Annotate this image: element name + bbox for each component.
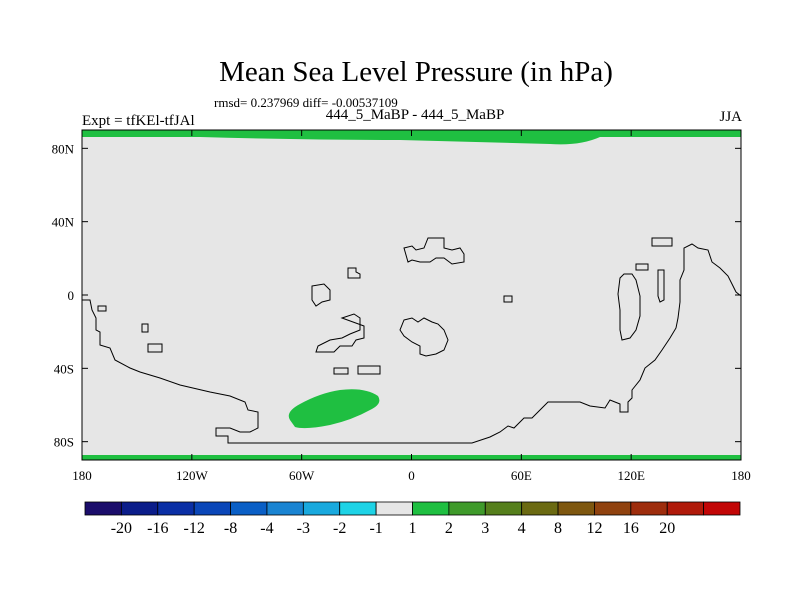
colorbar-swatch xyxy=(703,501,741,516)
americas-contour xyxy=(82,243,742,444)
pacific-island-1 xyxy=(97,305,107,312)
colorbar-label: 12 xyxy=(586,520,602,537)
colorbar-swatch xyxy=(302,501,341,516)
colorbar-swatch xyxy=(375,501,413,516)
colorbar-label: 4 xyxy=(518,520,526,537)
colorbar-label: -1 xyxy=(369,520,382,537)
colorbar-label: -8 xyxy=(224,520,237,537)
colorbar-label: -12 xyxy=(184,520,205,537)
east-fragment-3 xyxy=(635,263,649,271)
x-tick-label: 120E xyxy=(617,468,645,483)
x-tick-label: 60W xyxy=(289,468,315,483)
season-label: JJA xyxy=(719,109,742,125)
experiment-label: Expt = tfKEl-tfJAl xyxy=(82,113,195,129)
pacific-island-3 xyxy=(147,343,163,353)
map-title: Mean Sea Level Pressure (in hPa) xyxy=(219,56,613,88)
asia-fragment-2 xyxy=(399,317,449,357)
colorbar-swatch xyxy=(120,501,159,516)
colorbar-swatch xyxy=(193,501,231,516)
x-tick-label: 180 xyxy=(731,468,751,483)
map-plot-area xyxy=(81,129,742,461)
colorbar-label: -16 xyxy=(147,520,168,537)
colorbar-label: -2 xyxy=(333,520,346,537)
east-fragment-2 xyxy=(651,237,673,247)
y-axis: 80N 40N 0 40S 80S xyxy=(52,141,741,450)
colorbar-label: -20 xyxy=(111,520,132,537)
south-pacific-positive-anomaly xyxy=(288,389,380,429)
asia-fragment-1 xyxy=(403,237,465,265)
east-fragment-1 xyxy=(617,273,641,341)
x-tick-label: 60E xyxy=(511,468,532,483)
colorbar-swatch xyxy=(521,501,559,516)
stats-subtitle: rmsd= 0.237969 diff= -0.00537109 xyxy=(214,95,398,110)
colorbar-swatch xyxy=(630,501,668,516)
colorbar-swatch xyxy=(412,501,450,516)
x-tick-label: 180 xyxy=(72,468,92,483)
y-tick-label: 40N xyxy=(52,215,75,230)
y-tick-label: 40S xyxy=(54,361,74,376)
x-axis: 180 120W 60W 0 60E 120E 180 xyxy=(72,130,751,483)
colorbar-label: -4 xyxy=(260,520,273,537)
colorbar-label: -3 xyxy=(297,520,310,537)
colorbar-label: 16 xyxy=(623,520,639,537)
central-island-5 xyxy=(357,365,381,375)
colorbar-label: 20 xyxy=(659,520,675,537)
central-island-4 xyxy=(333,367,349,375)
colorbar-swatch xyxy=(557,501,595,516)
central-island-2 xyxy=(347,267,361,279)
y-tick-label: 80S xyxy=(54,435,74,450)
y-tick-label: 80N xyxy=(52,141,75,156)
x-tick-label: 120W xyxy=(176,468,209,483)
colorbar-swatch xyxy=(84,501,122,516)
case-label: 444_5_MaBP - 444_5_MaBP xyxy=(325,107,505,123)
pacific-island-2 xyxy=(141,323,149,333)
colorbar-swatch xyxy=(266,501,304,516)
central-island-3 xyxy=(315,313,365,353)
coastline-contours xyxy=(82,237,742,444)
colorbar-swatch xyxy=(448,501,486,516)
x-tick-label: 0 xyxy=(408,468,415,483)
central-island-1 xyxy=(311,283,331,307)
pacific-small-box xyxy=(503,295,513,303)
colorbar-label: 1 xyxy=(409,520,417,537)
colorbar: -20 -16 -12 -8 -4 -3 -2 -1 1 2 3 4 8 12 16 20 xyxy=(84,501,741,537)
map-background xyxy=(82,130,741,460)
colorbar-swatch xyxy=(484,501,523,516)
colorbar-swatch xyxy=(666,501,705,516)
y-tick-label: 0 xyxy=(68,288,75,303)
colorbar-swatch xyxy=(157,501,195,516)
colorbar-swatch xyxy=(339,501,377,516)
arctic-positive-band xyxy=(82,130,741,145)
east-fragment-4 xyxy=(657,269,665,303)
colorbar-label: 3 xyxy=(481,520,489,537)
colorbar-label: 8 xyxy=(554,520,562,537)
colorbar-swatch xyxy=(594,501,632,516)
colorbar-label: 2 xyxy=(445,520,453,537)
colorbar-swatch xyxy=(230,501,268,516)
